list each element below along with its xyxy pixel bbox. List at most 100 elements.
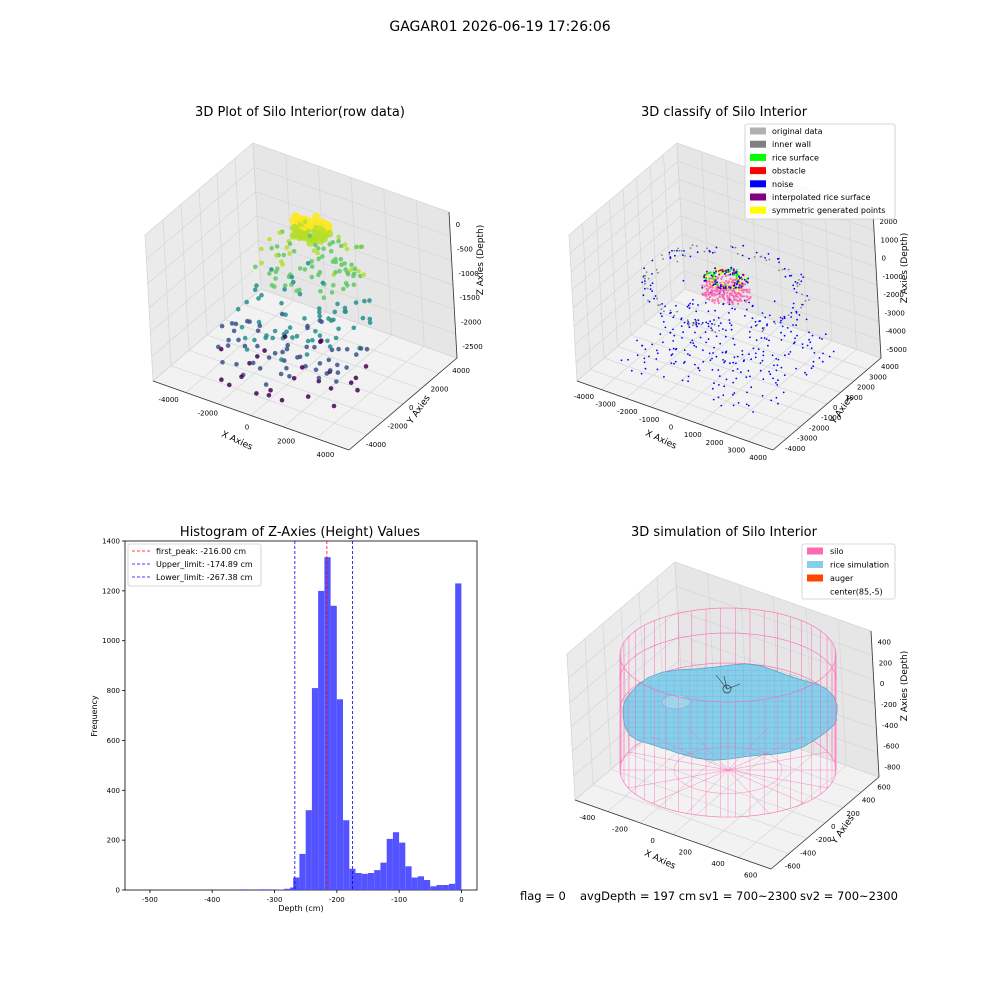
data-point — [257, 323, 263, 329]
noise-point — [694, 331, 696, 334]
wall-point — [790, 311, 793, 314]
data-point — [277, 230, 283, 236]
data-point — [226, 337, 231, 343]
histogram-bar — [368, 873, 375, 890]
noise-point — [771, 354, 774, 357]
histogram-bar — [343, 820, 350, 890]
x-tick-label: 2000 — [706, 439, 724, 447]
wall-point — [704, 331, 707, 334]
noise-point — [790, 330, 792, 333]
wall-point — [655, 268, 658, 271]
wall-point — [708, 249, 711, 252]
cluster-point — [738, 299, 741, 302]
data-point — [307, 233, 313, 238]
data-point — [272, 328, 278, 334]
noise-point — [701, 322, 704, 324]
cluster-point — [732, 296, 736, 299]
z-tick-label: -600 — [883, 743, 899, 751]
cluster-point — [734, 291, 737, 294]
wall-point — [765, 259, 768, 262]
noise-point — [740, 371, 742, 374]
wall-point — [766, 323, 768, 326]
gridline-y — [663, 154, 868, 370]
wall-point — [696, 325, 698, 328]
noise-point — [697, 319, 700, 322]
histogram-xlabel: Depth (cm) — [278, 904, 323, 913]
noise-point — [688, 354, 691, 357]
data-point — [328, 368, 333, 373]
panel1-zlabel: Z Axies (Depth) — [476, 225, 486, 296]
y-tick-label: 2000 — [857, 384, 875, 392]
legend-label: rice surface — [772, 153, 819, 162]
noise-point — [818, 357, 821, 359]
noise-point — [733, 392, 736, 394]
noise-point — [777, 379, 779, 382]
wall-point — [715, 246, 718, 249]
surface-point — [734, 286, 737, 289]
surface-point — [735, 273, 738, 276]
panel2-legend-entries: original data inner wall rice surface obsta… — [750, 127, 885, 215]
cluster-point — [715, 287, 718, 290]
noise-point — [777, 402, 779, 405]
legend-label: symmetric generated points — [772, 206, 885, 215]
surface-point — [730, 268, 733, 271]
histogram-bar — [318, 590, 325, 890]
data-point — [321, 246, 326, 251]
noise-point — [751, 305, 754, 308]
noise-point — [832, 350, 835, 353]
wall-point — [808, 299, 810, 301]
noise-point — [687, 353, 689, 355]
panel2-legend-frame — [744, 123, 896, 220]
noise-point — [692, 342, 695, 344]
data-point — [305, 261, 311, 266]
data-point — [216, 344, 221, 350]
wall-point — [802, 276, 805, 278]
surface-point — [719, 267, 722, 270]
noise-point — [754, 320, 757, 323]
data-point — [316, 272, 321, 278]
y-tick-label: 0 — [833, 404, 837, 412]
data-point — [305, 325, 310, 331]
surface-point — [731, 272, 734, 274]
legend-swatch — [750, 140, 766, 148]
surface-point — [719, 287, 722, 290]
noise-point — [757, 348, 760, 351]
y-tick-label: -4000 — [366, 441, 386, 449]
data-point — [294, 288, 299, 294]
x-tick-label: -3000 — [595, 401, 615, 409]
data-point — [319, 338, 324, 344]
noise-point — [699, 336, 702, 339]
noise-point — [737, 402, 740, 404]
y-tick-label: 600 — [877, 784, 890, 792]
data-point — [233, 321, 239, 327]
noise-point — [702, 349, 704, 352]
noise-point — [780, 339, 783, 341]
surface-point — [739, 288, 741, 291]
noise-point — [736, 368, 739, 370]
noise-point — [732, 393, 734, 396]
noise-point — [767, 344, 769, 347]
wall-point — [684, 255, 686, 257]
noise-point — [795, 367, 797, 370]
data-point — [315, 250, 320, 256]
surface-point — [719, 285, 722, 288]
wall-point — [806, 295, 809, 297]
data-point — [274, 253, 279, 258]
wall-point — [762, 329, 765, 331]
y-tick-label: -400 — [800, 849, 816, 857]
data-point — [313, 329, 318, 334]
data-point — [336, 346, 341, 352]
wall-point — [774, 322, 777, 325]
data-point — [320, 254, 325, 259]
gridline-y — [595, 211, 801, 428]
histogram-bar — [277, 889, 284, 890]
wall-point — [714, 331, 717, 334]
cluster-point — [719, 290, 722, 293]
panel-simulation: 3D simulation of Silo Interior -400-2000… — [566, 525, 910, 879]
data-point — [344, 365, 349, 370]
surface-point — [746, 281, 749, 284]
wall-point — [651, 290, 653, 292]
wall-point — [783, 317, 786, 320]
surface-point — [713, 285, 715, 288]
gridline-y — [649, 165, 855, 382]
